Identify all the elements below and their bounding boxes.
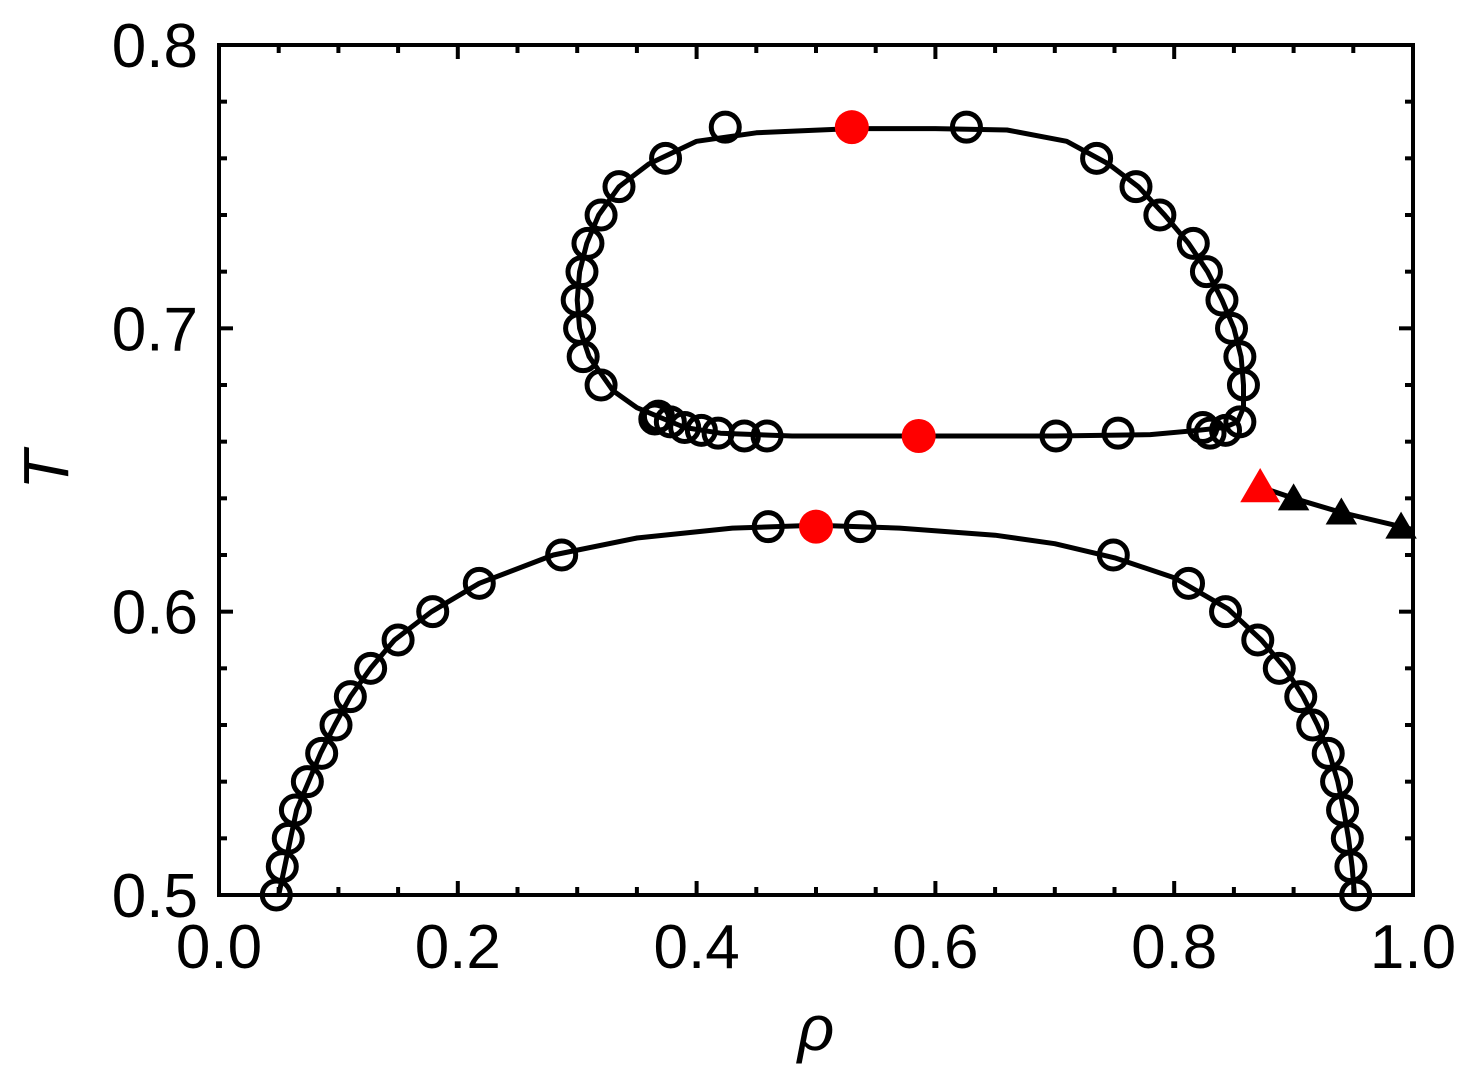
y-tick-label: 0.5 xyxy=(112,862,198,931)
open-circle-point xyxy=(305,736,339,770)
open-circle-point xyxy=(462,566,496,600)
triangle-point xyxy=(1385,511,1417,539)
open-circle-point xyxy=(1311,736,1345,770)
open-circle-point xyxy=(584,198,618,232)
y-tick-label: 0.6 xyxy=(112,579,198,648)
triangle-point xyxy=(1325,497,1358,525)
open-circle-point xyxy=(278,793,312,827)
open-circle-point xyxy=(571,226,605,260)
open-circle-point xyxy=(1209,595,1243,629)
open-circle-point xyxy=(319,708,353,742)
open-circle-point xyxy=(1096,538,1130,572)
axis-ticks xyxy=(217,43,1415,897)
open-circle-point xyxy=(381,623,415,657)
critical-point xyxy=(901,419,936,453)
open-circle-point xyxy=(416,595,450,629)
open-circle-point xyxy=(584,368,618,402)
open-circle-point xyxy=(333,680,367,714)
open-circle-point xyxy=(750,419,784,453)
tick-labels: 0.0 0.2 0.4 0.6 0.8 1.0 0.5 0.6 0.7 0.8 xyxy=(112,12,1456,982)
open-circle-point xyxy=(1186,411,1220,444)
critical-triangle-point xyxy=(1240,468,1281,503)
open-circle-point xyxy=(1193,416,1227,450)
open-circle-point xyxy=(649,141,683,175)
plot-frame xyxy=(217,43,1415,897)
x-tick-label: 0.6 xyxy=(892,913,978,982)
open-circle-point xyxy=(1080,141,1114,175)
critical-point xyxy=(834,110,869,145)
open-circle-point xyxy=(354,651,388,685)
open-circle-point xyxy=(1039,419,1073,453)
open-circle-point xyxy=(1143,198,1177,232)
open-circle-point xyxy=(1176,226,1210,260)
x-tick-label: 0.0 xyxy=(176,913,262,982)
open-circle-point xyxy=(1262,651,1296,685)
x-tick-label: 0.2 xyxy=(415,913,501,982)
y-tick-label: 0.7 xyxy=(112,295,198,364)
open-circle-point xyxy=(638,402,672,436)
fit-curve-1 xyxy=(276,522,1357,896)
y-tick-label: 0.8 xyxy=(112,12,198,81)
open-circle-point xyxy=(1205,283,1239,317)
open-circle-point xyxy=(566,340,600,374)
open-circle-point xyxy=(751,510,785,544)
open-circle-point xyxy=(1172,566,1206,600)
open-circle-point xyxy=(545,538,579,572)
open-circle-point xyxy=(1209,413,1243,447)
x-tick-label: 1.0 xyxy=(1370,913,1456,982)
open-circle-point xyxy=(602,170,636,204)
y-axis-title: T xyxy=(10,447,82,490)
x-axis-title: ρ xyxy=(796,992,835,1064)
open-circle-point xyxy=(1101,416,1135,450)
data-markers xyxy=(259,110,1417,912)
x-tick-label: 0.4 xyxy=(653,913,739,982)
open-circle-point xyxy=(949,110,983,144)
open-circle-point xyxy=(1284,680,1318,714)
open-circle-point xyxy=(1215,311,1249,345)
open-circle-point xyxy=(1296,708,1330,742)
open-circle-point xyxy=(708,110,742,144)
open-circle-point xyxy=(668,411,702,444)
triangle-point xyxy=(1277,483,1310,511)
open-circle-point xyxy=(1189,255,1223,289)
open-circle-point xyxy=(701,416,735,450)
open-circle-point xyxy=(290,765,324,799)
open-circle-point xyxy=(684,413,718,447)
open-circle-point xyxy=(1226,368,1260,402)
open-circle-point xyxy=(1119,170,1153,204)
open-circle-point xyxy=(1241,623,1275,657)
open-circle-point xyxy=(843,510,877,544)
critical-point xyxy=(799,509,833,544)
x-tick-label: 0.8 xyxy=(1131,913,1217,982)
fit-curves xyxy=(276,126,1414,896)
fit-curve-2 xyxy=(574,126,1246,439)
